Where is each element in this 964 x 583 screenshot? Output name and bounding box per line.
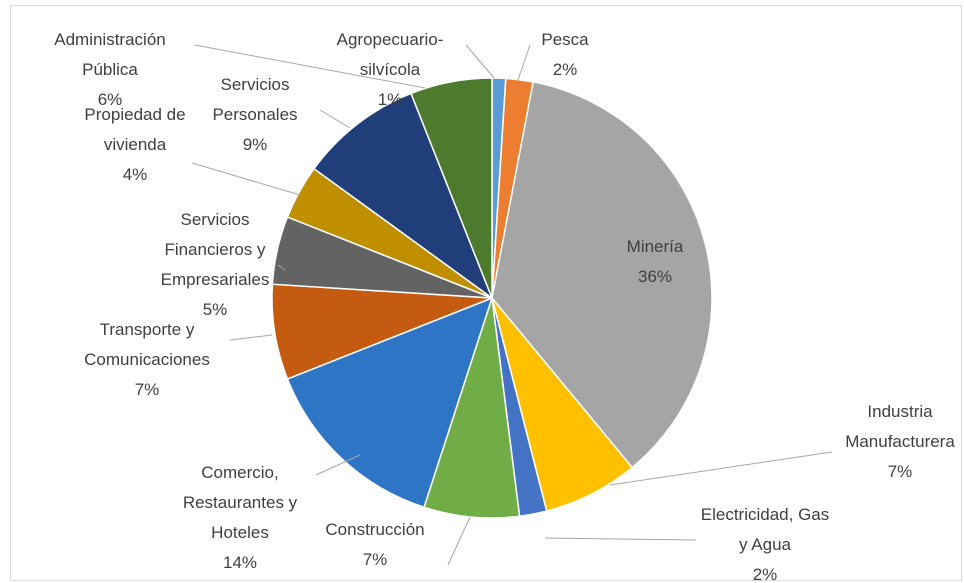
percent-label: 9%	[242, 135, 268, 154]
leader-line	[517, 44, 531, 81]
leader-line	[447, 516, 471, 566]
leader-line	[277, 264, 286, 271]
category-name: Transporte y Comunicaciones	[84, 320, 210, 369]
data-label: Pesca 2%	[525, 25, 605, 85]
category-name: Electricidad, Gas y Agua	[700, 505, 830, 554]
data-label: Servicios Personales 9%	[195, 70, 315, 160]
leader-line	[315, 454, 361, 476]
data-label: Propiedad de vivienda 4%	[70, 100, 200, 190]
percent-label: 7%	[362, 550, 388, 569]
pie-slice	[312, 92, 494, 301]
data-label: Electricidad, Gas y Agua 2%	[695, 500, 835, 583]
category-name: Industria Manufacturera	[845, 402, 955, 451]
percent-label: 1%	[377, 90, 403, 109]
category-name: Minería	[626, 237, 684, 256]
category-name: Servicios Financieros y Empresariales	[160, 210, 270, 289]
data-label: Servicios Financieros y Empresariales 5%	[140, 205, 290, 325]
leader-line	[194, 44, 426, 89]
data-label: Industria Manufacturera 7%	[835, 397, 964, 487]
data-label: Transporte y Comunicaciones 7%	[57, 315, 237, 405]
leader-line	[609, 451, 833, 486]
data-label: Comercio, Restaurantes y Hoteles 14%	[170, 458, 310, 578]
category-name: Comercio, Restaurantes y Hoteles	[182, 463, 298, 542]
data-label: Construcción 7%	[305, 515, 445, 575]
category-name: Administración Pública	[54, 30, 166, 79]
category-name: Servicios Personales	[212, 75, 298, 124]
percent-label: 2%	[752, 565, 778, 583]
pie-slice	[286, 296, 494, 509]
percent-label: 5%	[202, 300, 228, 319]
category-name: Construcción	[325, 520, 425, 539]
category-name: Pesca	[541, 30, 589, 49]
percent-label: 7%	[134, 380, 160, 399]
percent-label: 7%	[887, 462, 913, 481]
leader-line	[319, 109, 351, 129]
data-label: Agropecuario-silvícola 1%	[310, 25, 470, 115]
data-label: Minería 36%	[595, 232, 715, 292]
pie-slice	[491, 81, 713, 469]
category-name: Agropecuario-silvícola	[336, 30, 444, 79]
pie-slice	[410, 77, 493, 299]
leader-line	[544, 537, 697, 541]
percent-label: 36%	[637, 267, 673, 286]
category-name: Propiedad de vivienda	[84, 105, 186, 154]
leader-line	[191, 162, 301, 196]
percent-label: 6%	[97, 90, 123, 109]
percent-label: 14%	[222, 553, 258, 572]
leader-line	[465, 44, 495, 79]
percent-label: 2%	[552, 60, 578, 79]
percent-label: 4%	[122, 165, 148, 184]
data-label: Administración Pública 6%	[30, 25, 190, 115]
leader-line	[229, 334, 273, 341]
